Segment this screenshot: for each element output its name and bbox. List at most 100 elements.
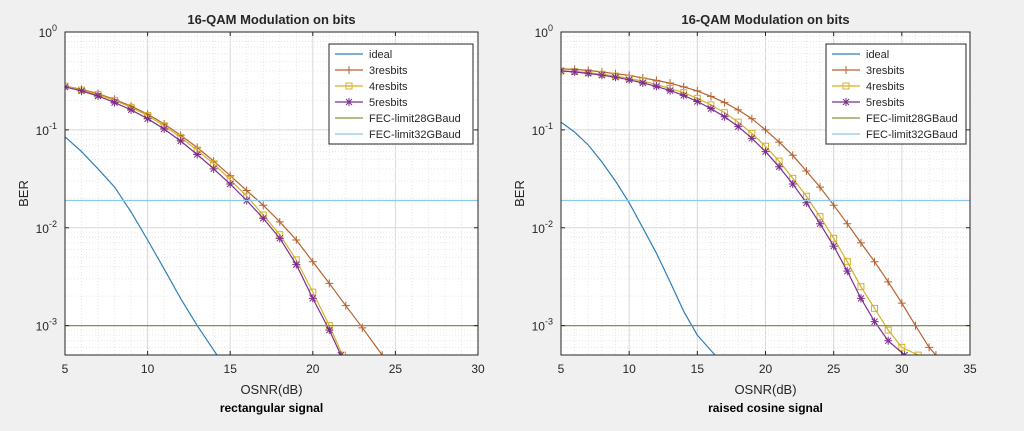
data-point xyxy=(829,201,838,210)
legend-label: ideal xyxy=(369,49,392,61)
data-point xyxy=(843,267,852,276)
data-point xyxy=(843,219,852,228)
data-point xyxy=(584,69,593,78)
data-point xyxy=(884,277,893,286)
data-point xyxy=(775,162,784,171)
legend-label: 5resbits xyxy=(369,97,408,109)
data-point xyxy=(325,279,334,288)
legend-label: FEC-limit32GBaud xyxy=(866,129,958,141)
data-point xyxy=(720,112,729,121)
series-line xyxy=(65,86,342,355)
data-point xyxy=(816,183,825,192)
legend-item: FEC-limit32GBaud xyxy=(832,129,958,141)
data-point xyxy=(856,294,865,303)
y-tick-label: 100 xyxy=(39,23,57,40)
data-point xyxy=(193,150,202,159)
data-point xyxy=(638,78,647,87)
data-point xyxy=(325,326,334,335)
data-point xyxy=(802,198,811,207)
data-point xyxy=(747,134,756,143)
x-tick-label: 35 xyxy=(963,362,977,376)
legend-label: FEC-limit28GBaud xyxy=(369,113,461,125)
y-tick-label: 100 xyxy=(535,23,553,40)
data-point xyxy=(652,82,661,91)
data-point xyxy=(110,98,119,107)
series-line xyxy=(561,70,919,355)
data-point xyxy=(788,151,797,160)
axes-frame xyxy=(64,31,479,356)
data-point xyxy=(761,125,770,134)
legend-label: FEC-limit32GBaud xyxy=(369,129,461,141)
legend-item: 3resbits xyxy=(832,65,905,77)
data-point xyxy=(931,351,940,355)
data-point xyxy=(830,234,838,242)
data-point xyxy=(802,167,811,176)
legend-label: 4resbits xyxy=(866,81,905,93)
data-point xyxy=(761,147,770,156)
data-point xyxy=(914,351,922,355)
data-point xyxy=(775,138,784,147)
data-point xyxy=(857,283,865,291)
data-point xyxy=(292,260,301,269)
x-tick-label: 10 xyxy=(622,362,636,376)
chart-title: 16-QAM Modulation on bits xyxy=(681,12,849,27)
y-axis-label: BER xyxy=(16,180,31,207)
data-point xyxy=(720,98,729,107)
data-point xyxy=(843,258,851,266)
x-tick-label: 5 xyxy=(558,362,565,376)
data-point xyxy=(734,105,743,114)
data-point xyxy=(747,114,756,123)
data-point xyxy=(226,171,235,180)
chart-title: 16-QAM Modulation on bits xyxy=(187,12,355,27)
y-tick-label: 10-1 xyxy=(532,121,553,138)
x-tick-label: 30 xyxy=(471,362,485,376)
legend-label: 5resbits xyxy=(866,97,905,109)
data-point xyxy=(870,257,879,266)
x-tick-label: 10 xyxy=(141,362,155,376)
legend-label: FEC-limit28GBaud xyxy=(866,113,958,125)
legend-item: ideal xyxy=(832,49,889,61)
data-point xyxy=(734,122,743,131)
series-ideal xyxy=(65,136,218,355)
legend-item: 4resbits xyxy=(335,81,408,93)
x-tick-label: 5 xyxy=(62,362,69,376)
data-point xyxy=(94,91,103,100)
data-point xyxy=(788,179,797,188)
legend-item: FEC-limit28GBaud xyxy=(832,113,958,125)
x-axis-label: OSNR(dB) xyxy=(240,382,302,397)
y-tick-label: 10-2 xyxy=(532,219,553,236)
legend: ideal 3resbits 4resbits 5resbits FEC-limit28… xyxy=(328,43,474,145)
data-point xyxy=(693,97,702,106)
data-point xyxy=(143,114,152,123)
data-point xyxy=(259,201,268,210)
data-point xyxy=(341,301,350,310)
data-point xyxy=(706,104,715,113)
y-tick-label: 10-3 xyxy=(36,317,57,334)
data-point xyxy=(884,336,893,345)
data-point xyxy=(176,136,185,145)
data-point xyxy=(816,213,824,221)
data-point xyxy=(625,75,634,84)
series-5resbits xyxy=(561,66,909,355)
legend-item: 4resbits xyxy=(832,81,905,93)
data-point xyxy=(259,214,268,223)
y-tick-label: 10-1 xyxy=(36,121,57,138)
data-point xyxy=(597,71,606,80)
data-point xyxy=(925,343,934,352)
series-5resbits xyxy=(65,82,345,355)
data-point xyxy=(897,299,906,308)
x-axis-label: OSNR(dB) xyxy=(734,382,796,397)
data-point xyxy=(226,179,235,188)
data-point xyxy=(856,238,865,247)
data-point xyxy=(829,242,838,251)
data-point xyxy=(611,73,620,82)
legend: ideal 3resbits 4resbits 5resbits FEC-limit28… xyxy=(825,43,967,145)
data-point xyxy=(666,86,675,95)
chart-panel-1: 5 10 15 20 25 30 100 10-1 10-2 10-3 16-QAM Modulat… xyxy=(16,12,485,415)
data-point xyxy=(898,343,906,351)
legend-item: 3resbits xyxy=(335,65,408,77)
data-point xyxy=(160,125,169,134)
figure-caption: raised cosine signal xyxy=(708,401,823,415)
